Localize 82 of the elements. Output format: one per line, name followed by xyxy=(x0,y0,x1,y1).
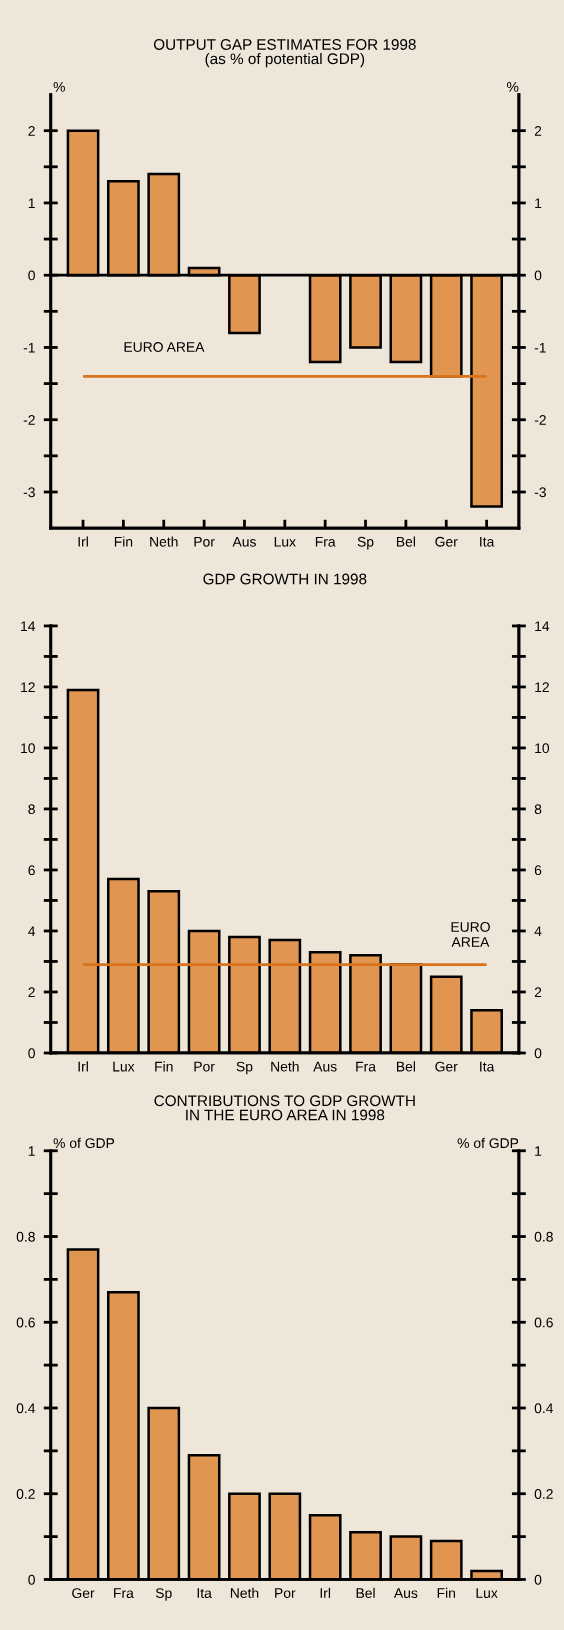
x-tick-label: Lux xyxy=(476,1588,498,1599)
y-tick-label: 0 xyxy=(28,1048,35,1059)
y-tick-label: 10 xyxy=(21,743,35,754)
y-axis-title: % xyxy=(53,82,65,92)
y2-tick-label: 12 xyxy=(535,682,549,692)
y2-axis-title: % xyxy=(507,82,519,92)
x-tick-label: Sp xyxy=(155,1588,172,1601)
x-tick-label: Aus xyxy=(393,1588,418,1599)
x-tick-label: Bel xyxy=(356,1587,375,1599)
chart-title: CONTRIBUTIONS TO GDP GROWTH IN THE EURO AREA IN 1998 xyxy=(154,1095,415,1121)
x-tick-label: Ger xyxy=(435,1061,458,1072)
ref-line-label: EURO AREA xyxy=(451,922,490,947)
y-tick-label: -1 xyxy=(23,342,35,353)
x-tick-label: Neth xyxy=(230,1587,259,1599)
x-tick-label: Sp xyxy=(236,1061,253,1075)
y2-tick-label: 8 xyxy=(534,804,542,815)
y2-tick-label: 2 xyxy=(534,126,542,136)
x-tick-label: Fin xyxy=(155,1061,173,1072)
x-tick-label: Irl xyxy=(320,1587,331,1598)
y2-tick-label: 1 xyxy=(535,198,542,208)
y-tick-label: 2 xyxy=(28,987,35,997)
y2-tick-label: 0 xyxy=(534,270,542,281)
x-tick-label: Por xyxy=(194,536,215,547)
x-tick-label: Bel xyxy=(396,1061,415,1072)
y2-tick-label: 6 xyxy=(534,865,542,876)
y2-axis-title: % of GDP xyxy=(457,1137,519,1149)
y-tick-label: 8 xyxy=(28,804,35,815)
y2-tick-label: 0.8 xyxy=(534,1231,553,1242)
x-tick-label: Fra xyxy=(356,1061,376,1072)
y2-tick-label: 0 xyxy=(534,1048,542,1059)
y2-tick-label: 0.4 xyxy=(534,1403,554,1414)
y2-tick-label: -1 xyxy=(534,342,546,353)
y-tick-label: -3 xyxy=(23,487,35,498)
y-tick-label: -2 xyxy=(23,415,35,425)
y-tick-label: 0.6 xyxy=(16,1317,35,1328)
x-tick-label: Fin xyxy=(437,1587,455,1598)
y2-tick-label: 0.6 xyxy=(534,1317,553,1328)
x-tick-label: Sp xyxy=(357,536,374,550)
x-tick-label: Lux xyxy=(274,536,296,547)
x-tick-label: Lux xyxy=(113,1061,135,1072)
y-tick-label: 4 xyxy=(28,926,36,936)
x-tick-label: Aus xyxy=(232,536,256,547)
y2-tick-label: 4 xyxy=(534,926,542,936)
x-tick-label: Irl xyxy=(78,536,88,547)
y2-tick-label: 14 xyxy=(535,621,550,631)
x-tick-label: Irl xyxy=(78,1061,88,1072)
y2-tick-label: 0.2 xyxy=(534,1489,553,1499)
x-tick-label: Ita xyxy=(197,1588,212,1599)
x-tick-label: Fra xyxy=(114,1588,134,1599)
y-tick-label: 1 xyxy=(28,198,35,208)
x-tick-label: Ger xyxy=(72,1588,95,1599)
x-tick-label: Ita xyxy=(480,1061,495,1072)
y-tick-label: 6 xyxy=(28,865,35,876)
y-tick-label: 2 xyxy=(28,126,35,136)
x-tick-label: Neth xyxy=(150,536,178,547)
chart-title: GDP GROWTH IN 1998 xyxy=(203,573,367,585)
y2-tick-label: -3 xyxy=(534,487,546,498)
y-tick-label: 1 xyxy=(28,1146,35,1156)
x-tick-label: Fin xyxy=(114,536,133,547)
x-tick-label: Ger xyxy=(435,536,458,547)
y2-tick-label: 0 xyxy=(534,1574,542,1585)
x-tick-label: Bel xyxy=(396,536,415,547)
y2-tick-label: -2 xyxy=(534,415,546,425)
ref-line-label: EURO AREA xyxy=(124,342,205,352)
x-tick-label: Neth xyxy=(271,1061,299,1072)
x-tick-label: Fra xyxy=(315,536,336,547)
y2-tick-label: 10 xyxy=(535,743,550,754)
y-tick-label: 0.8 xyxy=(16,1231,35,1242)
x-tick-label: Aus xyxy=(313,1061,337,1072)
y-tick-label: 0.2 xyxy=(16,1489,35,1499)
y-tick-label: 0 xyxy=(28,270,35,281)
x-tick-label: Por xyxy=(275,1588,296,1599)
chart-title: OUTPUT GAP ESTIMATES FOR 1998 (as % of potential GDP) xyxy=(153,39,416,68)
y2-tick-label: 2 xyxy=(534,987,542,997)
y-axis-title: % of GDP xyxy=(53,1137,115,1149)
x-tick-label: Por xyxy=(194,1061,215,1072)
y-tick-label: 0 xyxy=(28,1574,35,1585)
y-tick-label: 14 xyxy=(21,621,36,631)
y-tick-label: 12 xyxy=(21,682,35,692)
x-tick-label: Ita xyxy=(480,536,495,547)
y2-tick-label: 1 xyxy=(535,1146,542,1156)
y-tick-label: 0.4 xyxy=(16,1403,36,1414)
